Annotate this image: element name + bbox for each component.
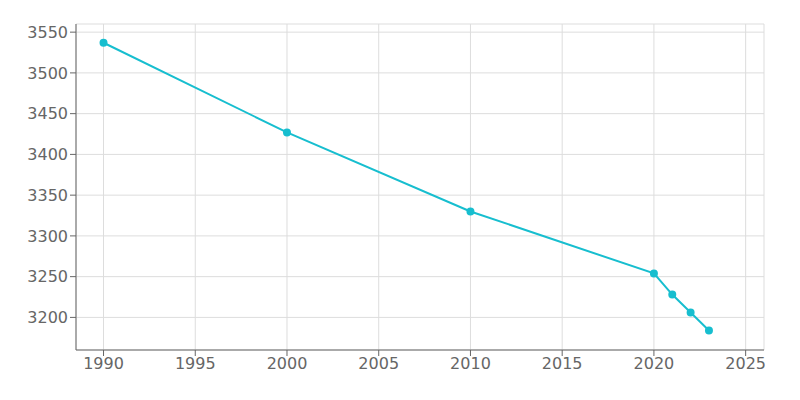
svg-text:2015: 2015 <box>542 354 583 373</box>
svg-text:3400: 3400 <box>27 145 68 164</box>
svg-text:3500: 3500 <box>27 64 68 83</box>
svg-text:3550: 3550 <box>27 23 68 42</box>
svg-text:2000: 2000 <box>267 354 308 373</box>
svg-text:3200: 3200 <box>27 308 68 327</box>
svg-text:1990: 1990 <box>83 354 124 373</box>
svg-text:1995: 1995 <box>175 354 216 373</box>
svg-text:2020: 2020 <box>634 354 675 373</box>
svg-text:3350: 3350 <box>27 186 68 205</box>
svg-text:2005: 2005 <box>358 354 399 373</box>
svg-text:2010: 2010 <box>450 354 491 373</box>
svg-text:3250: 3250 <box>27 267 68 286</box>
svg-text:2025: 2025 <box>725 354 766 373</box>
svg-text:3300: 3300 <box>27 227 68 246</box>
svg-text:3450: 3450 <box>27 104 68 123</box>
